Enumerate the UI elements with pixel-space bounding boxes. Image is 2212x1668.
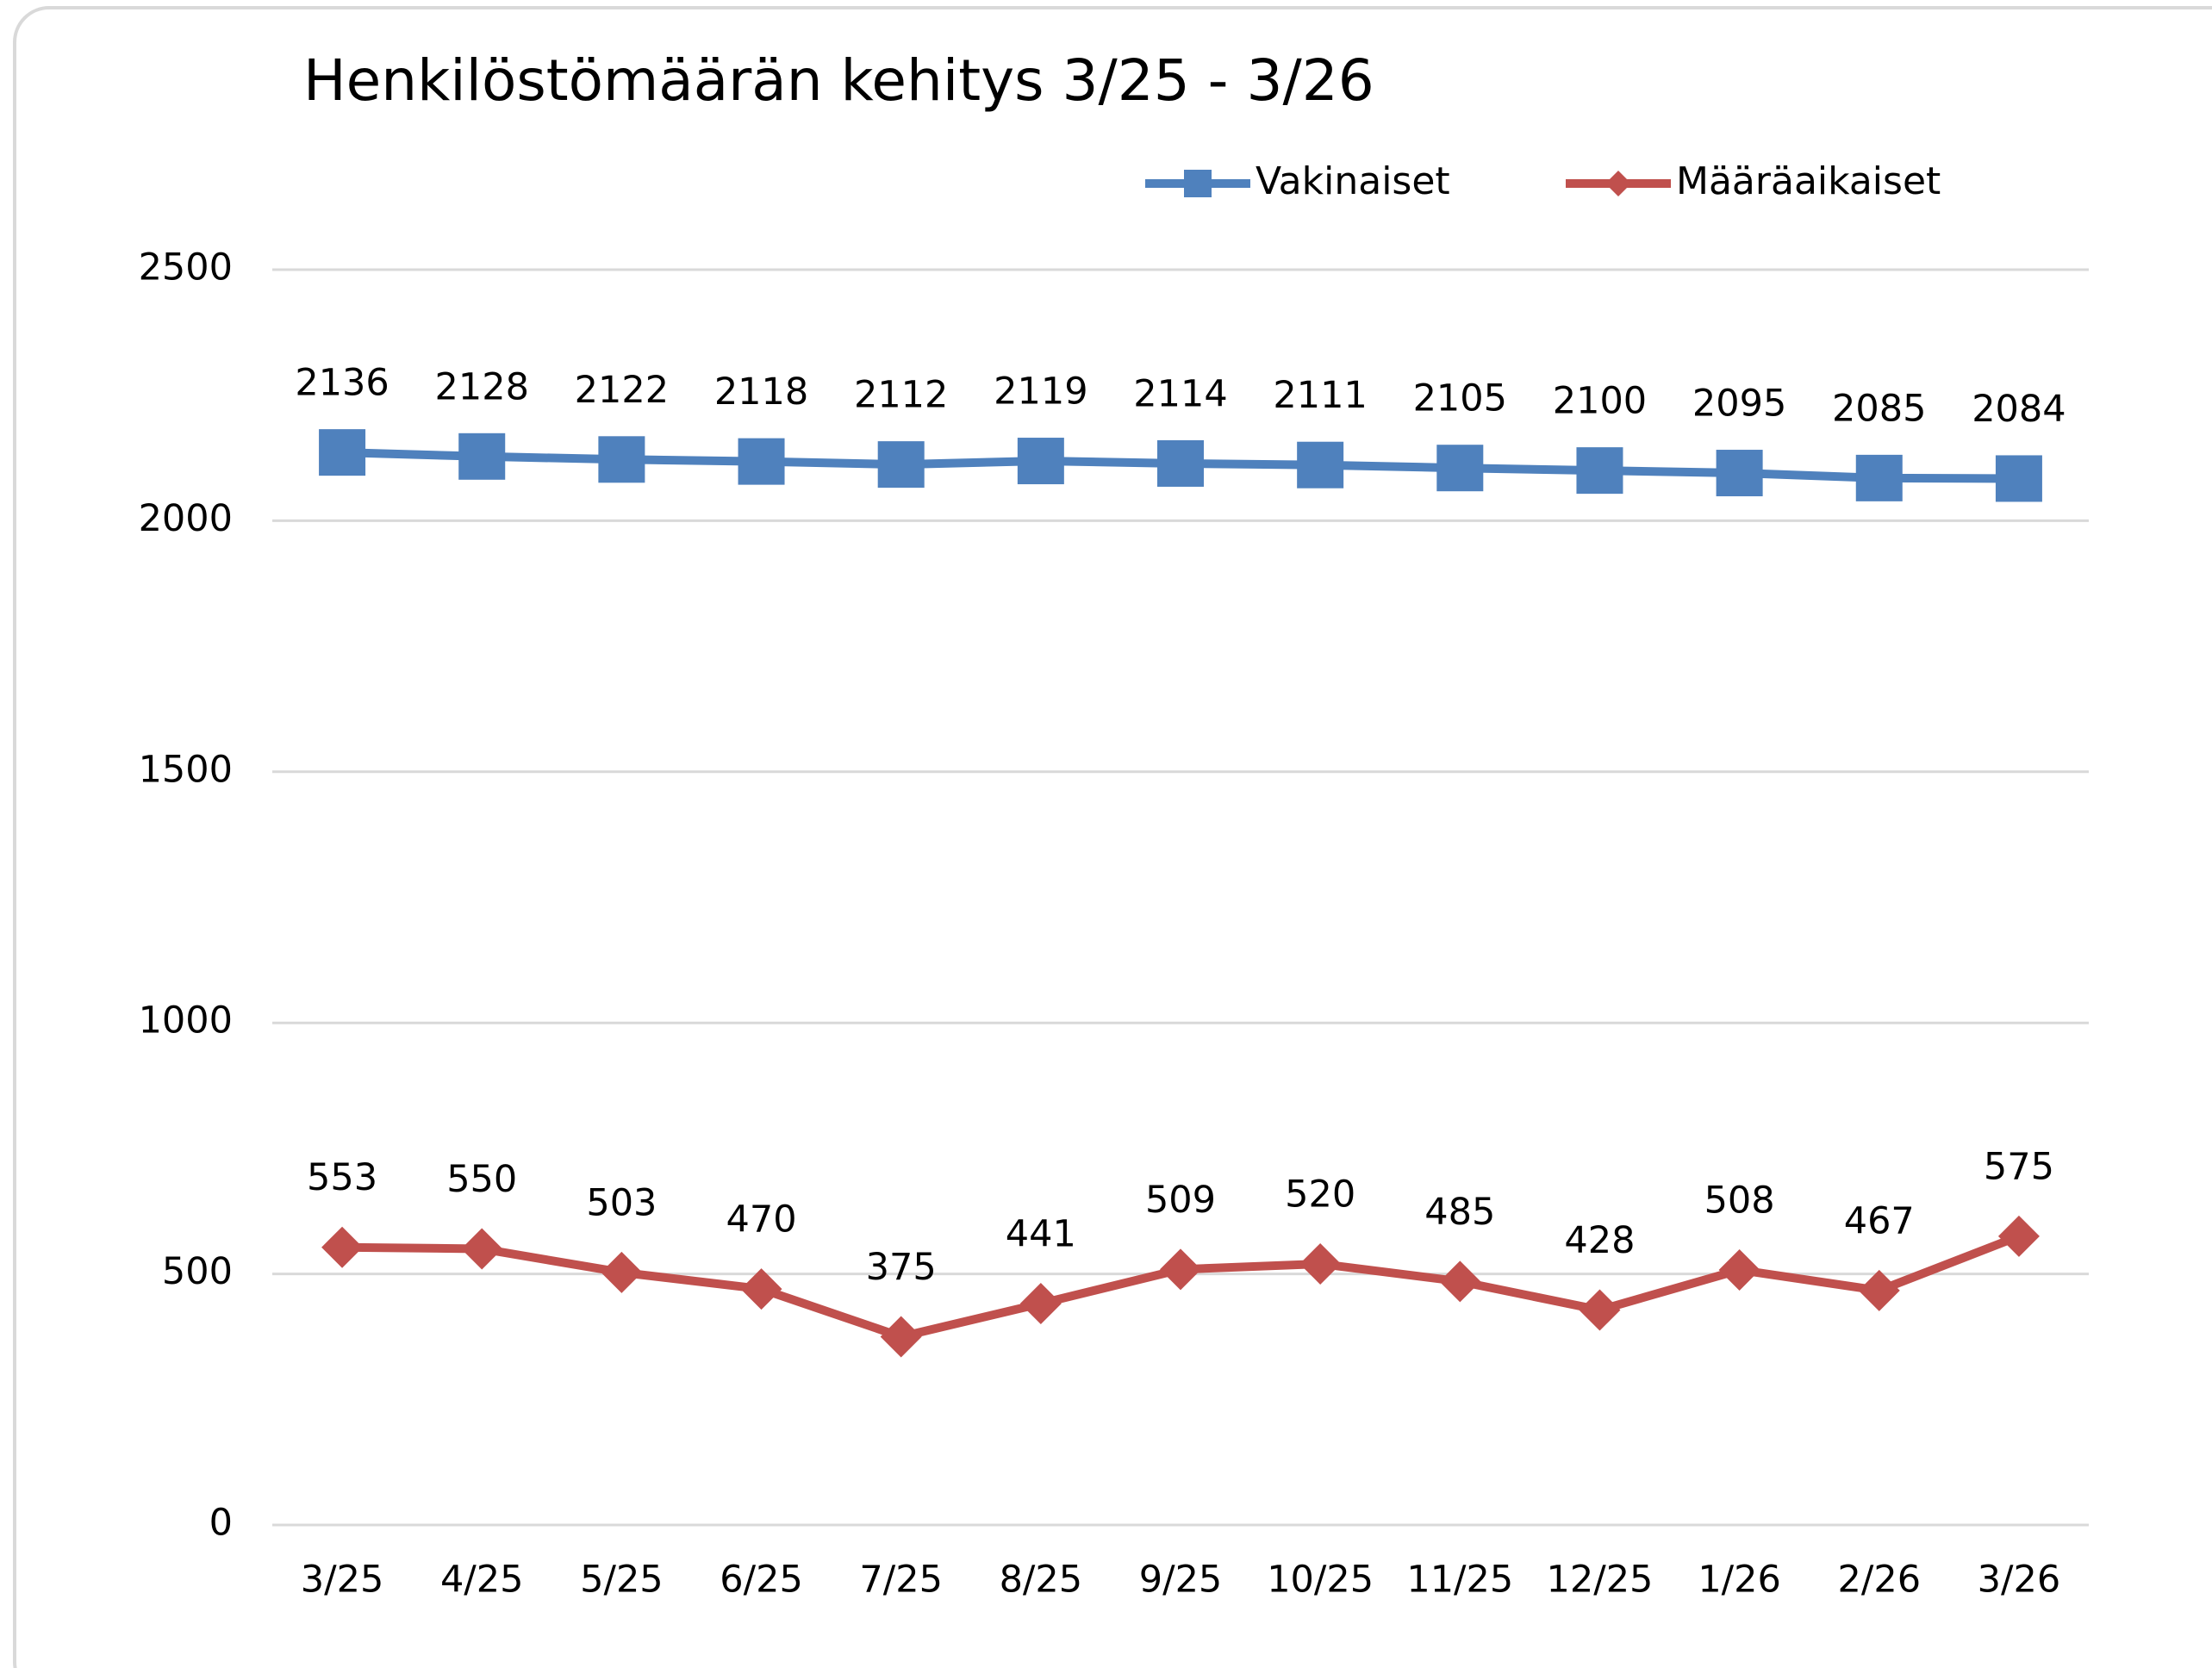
x-tick-label: 11/25 (1406, 1559, 1513, 1602)
data-label: 2100 (1553, 380, 1647, 423)
marker (601, 1251, 643, 1293)
legend-label: Vakinaiset (1256, 159, 1450, 203)
legend-marker (1184, 170, 1212, 197)
data-label: 2128 (435, 365, 529, 408)
data-label: 2114 (1133, 372, 1227, 415)
data-label: 2119 (994, 370, 1087, 414)
marker (321, 1226, 364, 1268)
legend-marker (1605, 171, 1631, 196)
marker (458, 433, 506, 480)
marker (1436, 445, 1484, 492)
data-label: 2122 (575, 369, 669, 412)
x-tick-label: 7/25 (859, 1559, 943, 1602)
marker (319, 429, 366, 476)
x-tick-label: 4/25 (440, 1559, 524, 1602)
marker (1995, 455, 2042, 502)
data-label: 428 (1564, 1219, 1635, 1262)
x-tick-label: 12/25 (1547, 1559, 1654, 1602)
marker (1017, 438, 1064, 485)
data-label: 2118 (714, 370, 808, 414)
x-tick-label: 9/25 (1139, 1559, 1223, 1602)
data-label: 2095 (1692, 383, 1786, 426)
marker (1858, 1269, 1900, 1311)
data-label: 553 (307, 1156, 377, 1199)
data-label: 2112 (854, 374, 948, 417)
data-label: 2111 (1273, 374, 1367, 417)
marker (1855, 454, 1903, 501)
marker (1299, 1242, 1342, 1285)
marker (461, 1228, 503, 1270)
data-label: 503 (586, 1181, 657, 1224)
data-label: 520 (1285, 1173, 1355, 1216)
x-tick-label: 10/25 (1267, 1559, 1374, 1602)
y-tick-label: 2500 (139, 246, 233, 289)
x-tick-label: 2/26 (1837, 1559, 1921, 1602)
marker (598, 436, 645, 483)
marker (1160, 1248, 1201, 1291)
marker (1997, 1215, 2040, 1257)
data-label: 2085 (1832, 387, 1926, 430)
marker (738, 438, 785, 485)
x-tick-label: 1/26 (1698, 1559, 1781, 1602)
data-label: 467 (1844, 1199, 1915, 1242)
data-label: 375 (866, 1246, 937, 1289)
y-tick-label: 2000 (139, 497, 233, 540)
marker (1019, 1282, 1062, 1324)
marker (877, 441, 925, 489)
data-label: 2136 (295, 362, 389, 405)
marker (740, 1268, 782, 1310)
marker (1157, 439, 1204, 487)
marker (1576, 447, 1623, 495)
data-label: 508 (1704, 1179, 1775, 1222)
data-label: 441 (1006, 1212, 1076, 1255)
data-label: 550 (446, 1158, 517, 1201)
marker (1718, 1248, 1760, 1291)
data-label: 575 (1984, 1145, 2054, 1188)
legend-label: Määräaikaiset (1676, 159, 1941, 203)
data-label: 2084 (1972, 388, 2066, 431)
x-tick-label: 3/26 (1978, 1559, 2061, 1602)
chart-frame (13, 6, 2212, 1668)
marker (1716, 450, 1763, 497)
y-tick-label: 500 (162, 1250, 233, 1293)
data-label: 2105 (1413, 377, 1507, 420)
marker (1579, 1289, 1621, 1331)
marker (880, 1316, 922, 1358)
chart-title: Henkilöstömäärän kehitys 3/25 - 3/26 (303, 47, 1374, 114)
x-tick-label: 5/25 (580, 1559, 664, 1602)
y-tick-label: 1000 (139, 999, 233, 1042)
data-label: 509 (1145, 1179, 1216, 1222)
marker (1439, 1260, 1481, 1303)
y-tick-label: 1500 (139, 748, 233, 791)
marker (1297, 441, 1344, 489)
data-label: 470 (726, 1198, 796, 1242)
y-tick-label: 0 (209, 1502, 233, 1545)
data-label: 485 (1424, 1191, 1495, 1234)
x-tick-label: 3/25 (301, 1559, 384, 1602)
x-tick-label: 6/25 (720, 1559, 803, 1602)
x-tick-label: 8/25 (1000, 1559, 1083, 1602)
